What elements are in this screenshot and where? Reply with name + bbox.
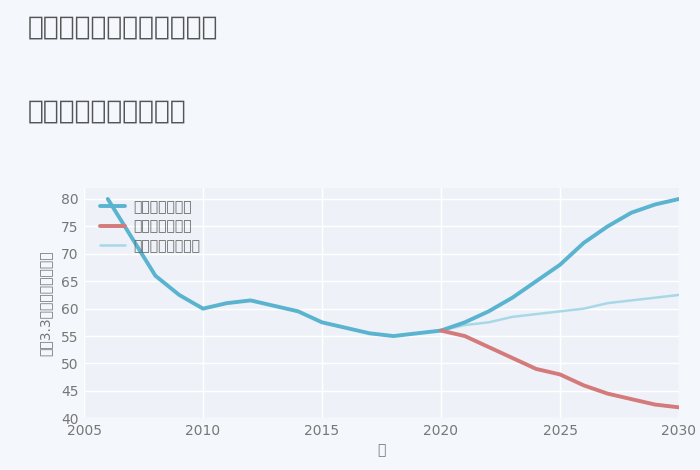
グッドシナリオ	[365, 330, 374, 336]
Line: グッドシナリオ: グッドシナリオ	[108, 199, 679, 336]
ノーマルシナリオ	[508, 314, 517, 320]
グッドシナリオ	[175, 292, 183, 298]
グッドシナリオ	[246, 298, 255, 303]
グッドシナリオ	[651, 202, 659, 207]
バッドシナリオ	[580, 383, 588, 388]
グッドシナリオ	[484, 309, 493, 314]
ノーマルシナリオ	[437, 328, 445, 333]
バッドシナリオ	[651, 402, 659, 407]
グッドシナリオ	[461, 320, 469, 325]
ノーマルシナリオ	[603, 300, 612, 306]
ノーマルシナリオ	[627, 298, 636, 303]
グッドシナリオ	[437, 328, 445, 333]
グッドシナリオ	[127, 235, 136, 240]
バッドシナリオ	[437, 328, 445, 333]
X-axis label: 年: 年	[377, 443, 386, 457]
バッドシナリオ	[461, 333, 469, 339]
ノーマルシナリオ	[675, 292, 683, 298]
Text: 中古戸建ての価格推移: 中古戸建ての価格推移	[28, 99, 187, 125]
グッドシナリオ	[413, 330, 421, 336]
バッドシナリオ	[532, 366, 540, 372]
ノーマルシナリオ	[556, 309, 564, 314]
グッドシナリオ	[389, 333, 398, 339]
グッドシナリオ	[556, 262, 564, 267]
グッドシナリオ	[627, 210, 636, 216]
グッドシナリオ	[318, 320, 326, 325]
グッドシナリオ	[223, 300, 231, 306]
Line: ノーマルシナリオ: ノーマルシナリオ	[441, 295, 679, 330]
バッドシナリオ	[556, 372, 564, 377]
グッドシナリオ	[270, 303, 279, 309]
バッドシナリオ	[508, 355, 517, 361]
グッドシナリオ	[675, 196, 683, 202]
ノーマルシナリオ	[532, 311, 540, 317]
グッドシナリオ	[532, 278, 540, 284]
バッドシナリオ	[627, 396, 636, 402]
バッドシナリオ	[603, 391, 612, 397]
Y-axis label: 坪（3.3㎡）単価（万円）: 坪（3.3㎡）単価（万円）	[38, 251, 52, 356]
Text: 三重県津市白山町南家城の: 三重県津市白山町南家城の	[28, 14, 218, 40]
グッドシナリオ	[199, 306, 207, 312]
グッドシナリオ	[104, 196, 112, 202]
グッドシナリオ	[294, 309, 302, 314]
バッドシナリオ	[675, 405, 683, 410]
ノーマルシナリオ	[651, 295, 659, 300]
グッドシナリオ	[580, 240, 588, 246]
Line: バッドシナリオ: バッドシナリオ	[441, 330, 679, 407]
Legend: グッドシナリオ, バッドシナリオ, ノーマルシナリオ: グッドシナリオ, バッドシナリオ, ノーマルシナリオ	[97, 197, 203, 256]
ノーマルシナリオ	[484, 320, 493, 325]
グッドシナリオ	[603, 224, 612, 229]
グッドシナリオ	[508, 295, 517, 300]
グッドシナリオ	[151, 273, 160, 279]
グッドシナリオ	[342, 325, 350, 331]
ノーマルシナリオ	[461, 322, 469, 328]
ノーマルシナリオ	[580, 306, 588, 312]
バッドシナリオ	[484, 344, 493, 350]
